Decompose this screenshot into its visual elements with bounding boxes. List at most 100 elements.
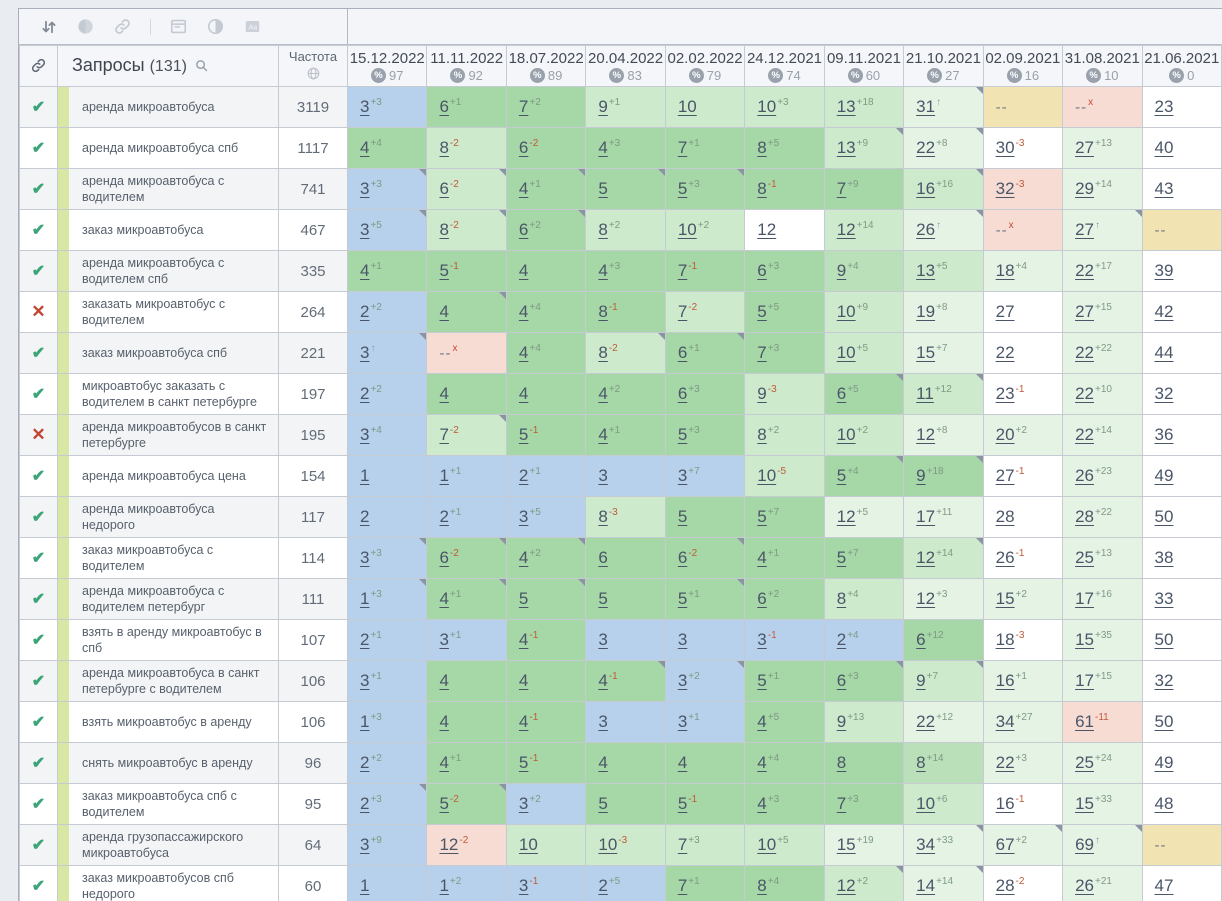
position-link[interactable]: 6 bbox=[439, 97, 449, 116]
position-link[interactable]: 8 bbox=[757, 876, 767, 895]
position-link[interactable]: 28 bbox=[995, 507, 1015, 526]
date-column-header[interactable]: 20.04.2022% 83 bbox=[585, 45, 666, 87]
position-link[interactable]: 13 bbox=[916, 261, 936, 280]
position-link[interactable]: 42 bbox=[1154, 302, 1174, 321]
position-link[interactable]: 25 bbox=[1075, 753, 1094, 772]
position-link[interactable]: 30 bbox=[995, 138, 1015, 157]
status-check-icon[interactable]: ✔ bbox=[19, 537, 58, 579]
position-link[interactable]: 27 bbox=[995, 466, 1015, 485]
target-icon[interactable] bbox=[76, 17, 95, 36]
keyword-cell[interactable]: заказ микроавтобуса bbox=[57, 209, 279, 251]
position-link[interactable]: 10 bbox=[757, 835, 777, 854]
position-link[interactable]: 4 bbox=[360, 261, 370, 280]
position-link[interactable]: 22 bbox=[1075, 425, 1094, 444]
position-link[interactable]: 15 bbox=[916, 343, 936, 362]
position-link[interactable]: 1 bbox=[360, 466, 370, 485]
status-check-icon[interactable]: ✔ bbox=[19, 824, 58, 866]
position-link[interactable]: 16 bbox=[995, 671, 1015, 690]
position-link[interactable]: 5 bbox=[677, 589, 688, 608]
position-link[interactable]: 4 bbox=[757, 794, 767, 813]
status-check-icon[interactable]: ✔ bbox=[19, 783, 58, 825]
position-link[interactable]: 26 bbox=[916, 220, 936, 239]
keyword-cell[interactable]: взять микроавтобус в аренду bbox=[57, 701, 279, 743]
date-column-header[interactable]: 09.11.2021% 60 bbox=[823, 45, 905, 87]
position-link[interactable]: 13 bbox=[836, 138, 856, 157]
status-check-icon[interactable]: ✔ bbox=[19, 619, 58, 661]
position-link[interactable]: 5 bbox=[757, 671, 767, 690]
position-link[interactable]: 10 bbox=[757, 97, 777, 116]
position-link[interactable]: 38 bbox=[1154, 548, 1174, 567]
position-link[interactable]: 2 bbox=[360, 384, 370, 403]
position-link[interactable]: 22 bbox=[995, 753, 1015, 772]
position-link[interactable]: 12 bbox=[836, 507, 856, 526]
position-link[interactable]: 26 bbox=[995, 548, 1015, 567]
position-link[interactable]: 6 bbox=[439, 548, 449, 567]
status-check-icon[interactable]: ✔ bbox=[19, 209, 58, 251]
keyword-cell[interactable]: заказ микроавтобуса спб bbox=[57, 332, 279, 374]
position-link[interactable]: 4 bbox=[518, 302, 529, 321]
position-link[interactable]: 4 bbox=[598, 425, 608, 444]
position-link[interactable]: 1 bbox=[360, 876, 370, 895]
position-link[interactable]: 10 bbox=[677, 97, 697, 116]
position-link[interactable]: 34 bbox=[916, 835, 936, 854]
position-link[interactable]: 6 bbox=[518, 220, 529, 239]
position-link[interactable]: 17 bbox=[1075, 589, 1094, 608]
position-link[interactable]: 3 bbox=[598, 712, 608, 731]
position-link[interactable]: 22 bbox=[995, 343, 1015, 362]
date-column-header[interactable]: 21.10.2021% 27 bbox=[903, 45, 984, 87]
position-link[interactable]: 10 bbox=[757, 466, 777, 485]
position-link[interactable]: 10 bbox=[916, 794, 936, 813]
position-link[interactable]: 3 bbox=[360, 97, 370, 116]
position-link[interactable]: 10 bbox=[518, 835, 538, 854]
position-link[interactable]: 2 bbox=[360, 794, 370, 813]
position-link[interactable]: 8 bbox=[836, 753, 847, 772]
position-link[interactable]: 1 bbox=[439, 466, 449, 485]
position-link[interactable]: 26 bbox=[1075, 466, 1094, 485]
position-link[interactable]: 8 bbox=[598, 302, 608, 321]
position-link[interactable]: 10 bbox=[677, 220, 697, 239]
keyword-cell[interactable]: аренда микроавтобуса с водителем bbox=[57, 168, 279, 210]
status-check-icon[interactable]: ✔ bbox=[19, 865, 58, 901]
position-link[interactable]: 2 bbox=[360, 753, 370, 772]
search-icon[interactable] bbox=[194, 57, 209, 78]
position-link[interactable]: 6 bbox=[677, 343, 688, 362]
position-link[interactable]: 7 bbox=[836, 179, 847, 198]
position-link[interactable]: 9 bbox=[916, 671, 926, 690]
status-check-icon[interactable]: ✔ bbox=[19, 455, 58, 497]
position-link[interactable]: 31 bbox=[916, 97, 936, 116]
position-link[interactable]: 22 bbox=[1075, 261, 1094, 280]
position-link[interactable]: 10 bbox=[836, 302, 856, 321]
position-link[interactable]: 5 bbox=[518, 589, 529, 608]
date-column-header[interactable]: 11.11.2022% 92 bbox=[426, 45, 507, 87]
link-icon[interactable] bbox=[113, 17, 132, 36]
position-link[interactable]: 32 bbox=[995, 179, 1015, 198]
position-link[interactable]: 7 bbox=[677, 138, 688, 157]
position-link[interactable]: 16 bbox=[995, 794, 1015, 813]
keyword-cell[interactable]: аренда микроавтобуса недорого bbox=[57, 496, 279, 538]
position-link[interactable]: 8 bbox=[916, 753, 926, 772]
position-link[interactable]: 7 bbox=[757, 343, 767, 362]
position-link[interactable]: 3 bbox=[360, 835, 370, 854]
position-link[interactable]: 11 bbox=[916, 384, 934, 403]
keyword-cell[interactable]: аренда микроавтобуса bbox=[57, 86, 279, 128]
position-link[interactable]: 3 bbox=[518, 507, 529, 526]
position-link[interactable]: 5 bbox=[439, 794, 449, 813]
position-link[interactable]: 8 bbox=[439, 138, 449, 157]
position-link[interactable]: 43 bbox=[1154, 179, 1174, 198]
position-link[interactable]: 6 bbox=[677, 548, 688, 567]
position-link[interactable]: 7 bbox=[677, 302, 688, 321]
position-link[interactable]: 23 bbox=[995, 384, 1015, 403]
status-check-icon[interactable]: ✔ bbox=[19, 127, 58, 169]
status-check-icon[interactable]: ✔ bbox=[19, 86, 58, 128]
keyword-cell[interactable]: заказ микроавтобуса с водителем bbox=[57, 537, 279, 579]
position-link[interactable]: 7 bbox=[836, 794, 847, 813]
sort-icon[interactable] bbox=[40, 18, 58, 36]
keyword-cell[interactable]: заказ микроавтобусов спб недорого bbox=[57, 865, 279, 901]
position-link[interactable]: 3 bbox=[677, 466, 688, 485]
position-link[interactable]: 32 bbox=[1154, 384, 1174, 403]
position-link[interactable]: 49 bbox=[1154, 466, 1174, 485]
keyword-cell[interactable]: взять в аренду микроавтобус в спб bbox=[57, 619, 279, 661]
position-link[interactable]: 4 bbox=[518, 548, 529, 567]
keyword-cell[interactable]: аренда микроавтобусов в санкт петербурге bbox=[57, 414, 279, 456]
position-link[interactable]: 67 bbox=[995, 835, 1015, 854]
